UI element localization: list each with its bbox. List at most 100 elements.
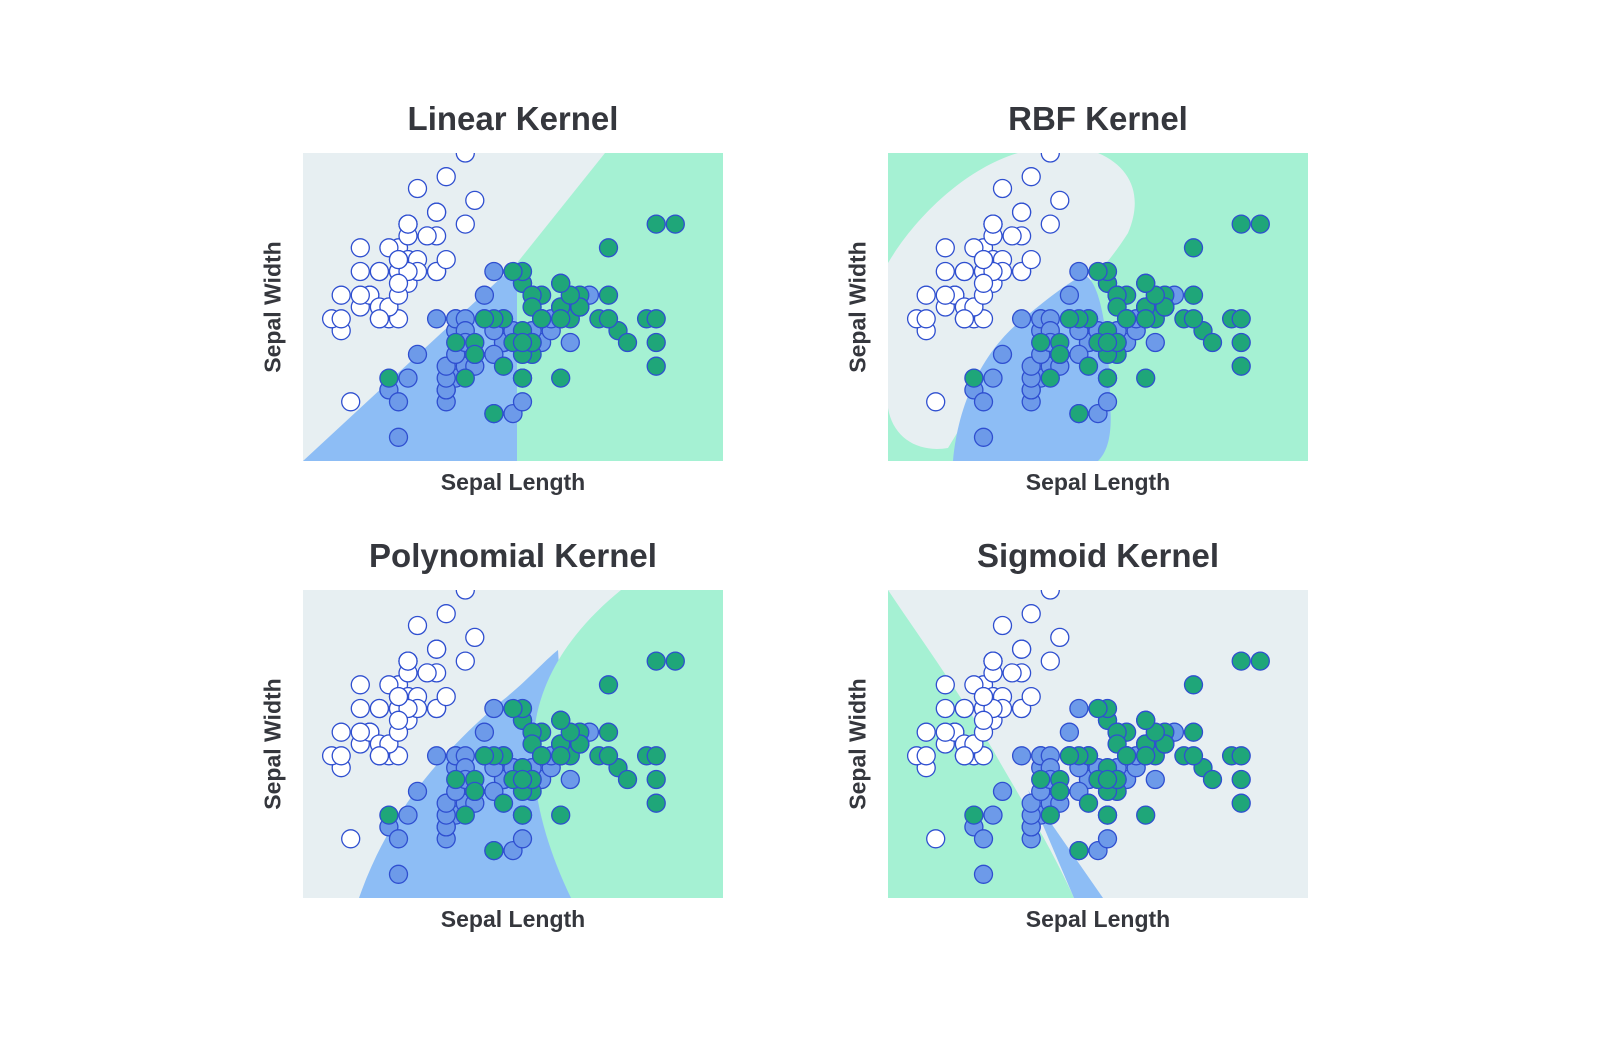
setosa-point — [973, 273, 994, 293]
virginica-point — [1136, 805, 1156, 825]
versicolor-point — [1069, 261, 1089, 282]
setosa-point — [1021, 604, 1041, 624]
y-axis-label: Sepal Width — [259, 241, 286, 373]
setosa-point — [916, 746, 936, 766]
setosa-point — [426, 202, 447, 222]
setosa-point — [388, 249, 409, 270]
setosa-point — [417, 663, 437, 683]
chart-title: Polynomial Kernel — [369, 537, 657, 574]
setosa-point — [992, 615, 1013, 636]
polynomial-kernel-chart — [303, 590, 723, 898]
versicolor-point — [388, 829, 409, 849]
virginica-point — [617, 332, 638, 353]
x-axis-label: Sepal Length — [440, 906, 586, 932]
rbf-kernel-chart — [888, 153, 1308, 461]
virginica-point — [512, 368, 533, 388]
virginica-point — [484, 403, 504, 424]
setosa-point — [973, 710, 994, 730]
versicolor-point — [1069, 698, 1089, 719]
versicolor-point — [512, 829, 533, 849]
virginica-point — [1250, 214, 1270, 234]
virginica-point — [1136, 273, 1156, 293]
versicolor-point — [398, 368, 418, 388]
versicolor-point — [973, 427, 994, 447]
setosa-point — [992, 178, 1013, 199]
y-axis-label: Sepal Width — [259, 678, 286, 810]
setosa-point — [369, 746, 390, 766]
virginica-point — [1059, 309, 1080, 329]
virginica-point — [1231, 793, 1251, 813]
chart-title: Linear Kernel — [407, 100, 619, 137]
virginica-point — [1069, 403, 1089, 424]
data-points — [321, 153, 685, 447]
versicolor-point — [1011, 309, 1032, 329]
setosa-point — [1040, 153, 1060, 163]
versicolor-point — [1011, 746, 1032, 766]
versicolor-point — [426, 746, 447, 766]
data-points — [906, 590, 1270, 884]
setosa-point — [1050, 627, 1070, 648]
virginica-point — [1231, 356, 1251, 376]
sigmoid-kernel-panel: Sigmoid Kernel Sepal Width Sepal Length — [840, 532, 1400, 972]
plot-area — [303, 590, 723, 898]
versicolor-point — [484, 261, 504, 282]
versicolor-point — [983, 805, 1003, 825]
virginica-point — [1097, 769, 1118, 790]
setosa-point — [331, 285, 351, 305]
virginica-point — [1097, 332, 1118, 353]
virginica-point — [598, 675, 619, 695]
virginica-point — [646, 746, 666, 766]
virginica-point — [531, 309, 552, 329]
setosa-point — [350, 698, 370, 719]
virginica-point — [1069, 840, 1089, 861]
virginica-point — [484, 840, 504, 861]
x-axis-label: Sepal Length — [1025, 469, 1171, 495]
setosa-point — [954, 261, 975, 282]
versicolor-point — [1145, 769, 1165, 790]
virginica-point — [512, 805, 533, 825]
virginica-point — [1231, 309, 1251, 329]
setosa-point — [388, 686, 409, 707]
setosa-point — [1021, 249, 1041, 270]
x-axis-label: Sepal Length — [1025, 906, 1171, 932]
x-axis-label: Sepal Length — [440, 469, 586, 495]
setosa-point — [926, 392, 946, 412]
virginica-point — [646, 793, 666, 813]
setosa-point — [398, 214, 418, 234]
virginica-point — [1031, 769, 1051, 790]
setosa-point — [465, 190, 485, 211]
virginica-point — [474, 746, 495, 766]
setosa-point — [1040, 590, 1060, 600]
virginica-point — [646, 769, 666, 790]
versicolor-point — [426, 309, 447, 329]
virginica-point — [1078, 356, 1099, 376]
data-points — [321, 590, 685, 884]
virginica-point — [1050, 344, 1070, 365]
virginica-point — [665, 214, 685, 234]
polynomial-kernel-panel: Polynomial Kernel Sepal Width Sepal Leng… — [255, 532, 815, 972]
chart-title: Sigmoid Kernel — [976, 537, 1220, 574]
setosa-point — [388, 273, 409, 293]
versicolor-point — [398, 805, 418, 825]
setosa-point — [983, 214, 1003, 234]
virginica-point — [1136, 368, 1156, 388]
setosa-point — [369, 698, 390, 719]
virginica-point — [455, 368, 475, 388]
setosa-point — [455, 651, 475, 671]
setosa-point — [954, 309, 975, 329]
virginica-point — [1116, 309, 1137, 329]
virginica-point — [646, 332, 666, 353]
virginica-point — [1183, 285, 1204, 305]
virginica-point — [598, 722, 619, 742]
virginica-point — [493, 793, 514, 813]
virginica-point — [964, 805, 984, 825]
virginica-point — [617, 769, 638, 790]
virginica-point — [1250, 651, 1270, 671]
virginica-point — [646, 651, 666, 671]
versicolor-point — [560, 769, 580, 790]
plot-area — [888, 590, 1308, 898]
virginica-point — [1097, 368, 1118, 388]
virginica-point — [1078, 793, 1099, 813]
setosa-point — [369, 261, 390, 282]
setosa-point — [954, 698, 975, 719]
